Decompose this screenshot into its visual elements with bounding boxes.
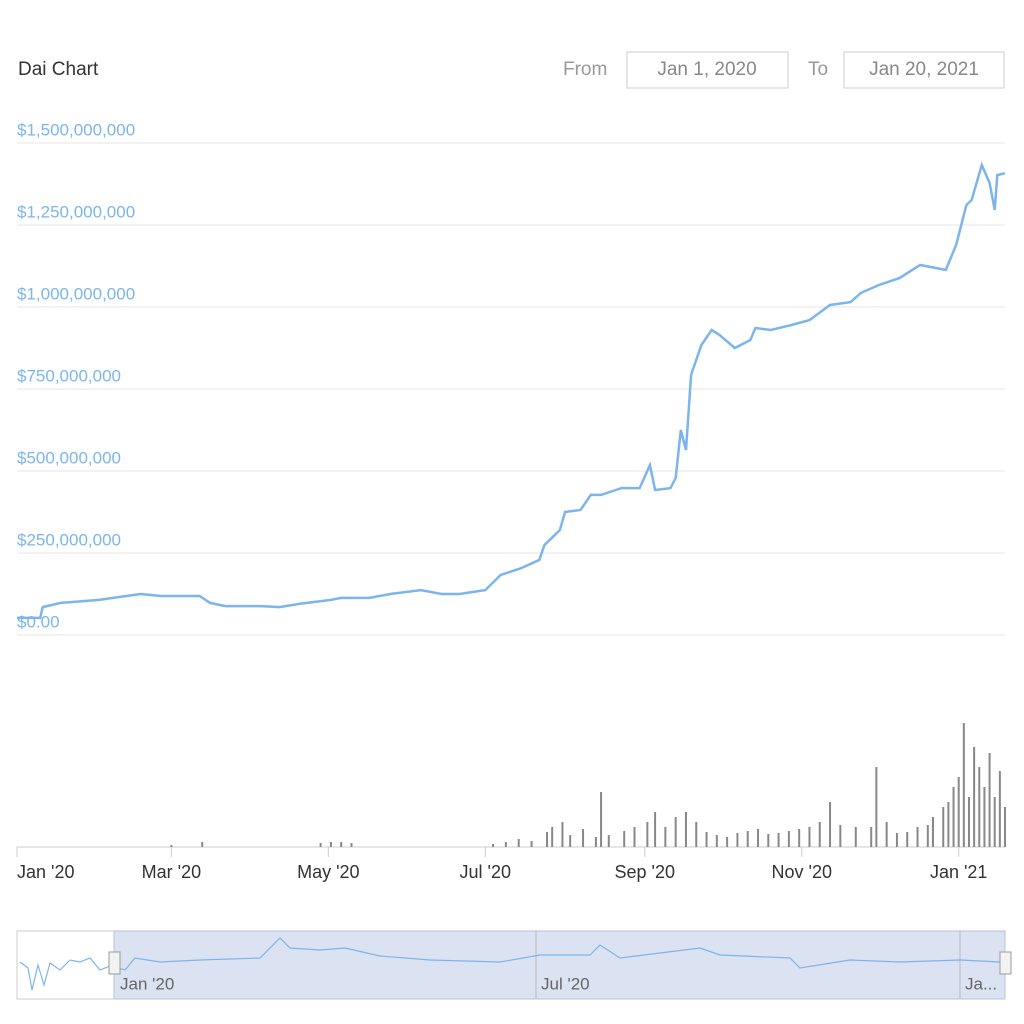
volume-bar [350,843,353,847]
volume-bar [705,832,708,847]
volume-bar [777,833,780,847]
volume-bar [569,835,572,847]
volume-bar [504,842,507,847]
volume-bar [746,831,749,847]
y-tick-label: $0.00 [17,612,60,631]
volume-bar [1004,807,1006,847]
volume-bar [983,787,986,847]
volume-bar [885,822,888,847]
price-line [17,161,1006,620]
to-input[interactable] [843,51,1005,89]
navigator-window[interactable] [113,930,1006,1000]
volume-bar [854,827,857,847]
from-label: From [563,59,607,80]
volume-bar [967,797,970,847]
volume-bar [926,825,929,847]
volume-bar [942,807,945,847]
to-label: To [808,59,828,80]
volume-bar [561,822,564,847]
volume-bar [340,842,343,847]
y-tick-label: $1,000,000,000 [17,284,135,303]
volume-bar [870,827,873,847]
volume-bar [582,829,585,847]
volume-bar [906,832,909,847]
volume-bar [551,827,554,847]
x-tick-label: Jan '21 [930,862,987,882]
y-tick-label: $500,000,000 [17,448,121,467]
volume-bar [654,812,657,847]
x-tick-label: Jul '20 [460,862,511,882]
volume-bar [201,842,204,847]
y-tick-label: $1,250,000,000 [17,202,135,221]
volume-bar [988,753,991,847]
volume-bar [674,817,677,847]
volume-bar [931,817,934,847]
volume-bar [798,829,801,847]
volume-bar [875,767,878,847]
volume-bar [546,832,549,847]
volume-bar [633,827,636,847]
volume-bar [947,802,950,847]
volume-bar [695,822,698,847]
volume-bar [319,843,322,847]
volume-bar [715,835,718,847]
x-tick-label: Mar '20 [142,862,201,882]
x-tick-label: Jan '20 [17,862,74,882]
navigator-label: Ja... [965,974,997,993]
y-tick-label: $1,500,000,000 [17,120,135,139]
volume-bar [818,822,821,847]
navigator-label: Jul '20 [541,974,590,993]
x-tick-label: Sep '20 [615,862,676,882]
from-value[interactable]: Jan 1, 2020 [657,59,756,80]
volume-bar [664,827,667,847]
volume-bar [684,812,687,847]
y-tick-label: $750,000,000 [17,366,121,385]
volume-bar [329,842,332,847]
volume-bar [530,841,533,847]
volume-bar [736,833,739,847]
volume-bar [839,825,842,847]
volume-bar [829,802,832,847]
volume-bar [998,771,1001,847]
volume-bar [491,844,494,847]
x-tick-label: May '20 [297,862,359,882]
volume-bar [978,767,981,847]
volume-bar [952,787,955,847]
volume-bar [726,837,729,847]
y-tick-label: $250,000,000 [17,530,121,549]
volume-bar [973,747,976,847]
volume-bar [757,829,759,847]
from-input[interactable] [626,51,789,89]
navigator-handle[interactable] [108,951,121,975]
x-tick-label: Nov '20 [772,862,832,882]
volume-bar [607,835,610,847]
volume-bar [993,797,996,847]
volume-bar [916,827,919,847]
volume-bar [767,834,770,847]
volume-bar [623,831,626,847]
volume-bar [895,833,898,847]
navigator-label: Jan '20 [120,974,174,993]
navigator-handle[interactable] [999,951,1012,975]
volume-bar [957,777,960,847]
volume-bar [787,831,790,847]
volume-bar [170,845,173,847]
volume-bar [600,792,603,847]
volume-bar [594,837,597,847]
navigator-line [19,937,1001,991]
volume-bar [962,723,965,847]
volume-bar [517,839,520,847]
to-value[interactable]: Jan 20, 2021 [869,59,979,80]
volume-bar [646,822,649,847]
chart-title: Dai Chart [18,59,99,80]
volume-bar [808,827,811,847]
